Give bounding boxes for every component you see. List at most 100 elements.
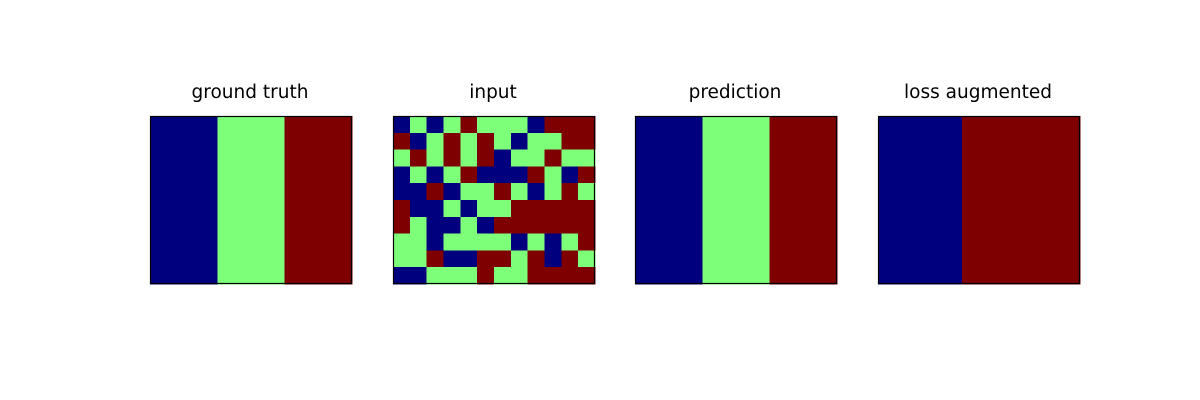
heatmap-cell <box>460 149 478 167</box>
heatmap-cell <box>803 149 821 167</box>
heatmap-cell <box>928 216 946 234</box>
heatmap-cell <box>443 216 461 234</box>
heatmap-cell <box>251 267 269 285</box>
heatmap-cell <box>1029 250 1047 268</box>
heatmap-cell <box>150 166 168 184</box>
heatmap-cell <box>409 149 428 167</box>
heatmap-cell <box>510 166 529 184</box>
heatmap-cell <box>267 233 286 251</box>
heatmap-cell <box>234 233 252 251</box>
heatmap-cell <box>150 116 168 134</box>
heatmap-cell <box>477 183 495 201</box>
heatmap-cell <box>443 132 461 150</box>
heatmap-cell <box>200 250 218 268</box>
heatmap-cell <box>234 250 252 268</box>
heatmap-cell <box>544 132 562 150</box>
heatmap-cell <box>318 267 336 285</box>
heatmap-cell <box>878 233 896 251</box>
heatmap-cell <box>301 183 319 201</box>
heatmap-cell <box>651 250 670 268</box>
heatmap-cell <box>1046 166 1064 184</box>
heatmap-cell <box>635 267 653 285</box>
heatmap-cell <box>443 183 461 201</box>
heatmap-loss-augmented <box>877 115 1081 285</box>
heatmap-cell <box>635 233 653 251</box>
heatmap-cell <box>736 216 754 234</box>
heatmap-cell <box>1012 149 1030 167</box>
heatmap-cell <box>234 166 252 184</box>
heatmap-cell <box>752 166 771 184</box>
heatmap-cell <box>1046 183 1064 201</box>
heatmap-cell <box>200 233 218 251</box>
heatmap-cell <box>544 216 562 234</box>
heatmap-cell <box>460 216 478 234</box>
heatmap-cell <box>166 116 185 134</box>
heatmap-cell <box>1063 250 1081 268</box>
heatmap-cell <box>335 267 353 285</box>
heatmap-cell <box>685 233 703 251</box>
heatmap-cell <box>510 233 529 251</box>
heatmap-cell <box>668 149 686 167</box>
heatmap-cell <box>894 250 913 268</box>
heatmap-cell <box>284 233 302 251</box>
heatmap-cell <box>1063 166 1081 184</box>
heatmap-cell <box>510 200 529 218</box>
heatmap-cell <box>702 233 720 251</box>
heatmap-cell <box>820 183 838 201</box>
heatmap-cell <box>426 250 444 268</box>
heatmap-cell <box>544 183 562 201</box>
heatmap-cell <box>928 233 946 251</box>
heatmap-cell <box>301 200 319 218</box>
heatmap-cell <box>945 250 963 268</box>
heatmap-cell <box>284 132 302 150</box>
heatmap-cell <box>335 200 353 218</box>
heatmap-cell <box>426 216 444 234</box>
heatmap-cell <box>561 166 579 184</box>
heatmap-cell <box>544 267 562 285</box>
heatmap-cell <box>150 250 168 268</box>
heatmap-ground-truth <box>149 115 353 285</box>
heatmap-cell <box>200 267 218 285</box>
heatmap-cell <box>1063 216 1081 234</box>
heatmap-cell <box>752 116 771 134</box>
heatmap-cell <box>578 166 596 184</box>
heatmap-cell <box>200 149 218 167</box>
heatmap-cell <box>561 149 579 167</box>
heatmap-cell <box>409 233 428 251</box>
heatmap-cell <box>1012 132 1030 150</box>
heatmap-cell <box>1029 183 1047 201</box>
heatmap-cell <box>820 233 838 251</box>
heatmap-cell <box>301 149 319 167</box>
heatmap-cell <box>426 116 444 134</box>
heatmap-cell <box>1029 149 1047 167</box>
heatmap-cell <box>1046 149 1064 167</box>
heatmap-cell <box>979 166 997 184</box>
heatmap-cell <box>668 116 686 134</box>
heatmap-cell <box>200 166 218 184</box>
heatmap-cell <box>962 267 980 285</box>
heatmap-cell <box>460 132 478 150</box>
heatmap-cell <box>527 250 545 268</box>
heatmap-cell <box>945 149 963 167</box>
heatmap-cell <box>719 149 737 167</box>
heatmap-cell <box>752 267 771 285</box>
heatmap-cell <box>894 183 913 201</box>
heatmap-cell <box>1046 233 1064 251</box>
heatmap-cell <box>183 183 201 201</box>
heatmap-cell <box>995 183 1014 201</box>
heatmap-cell <box>736 183 754 201</box>
heatmap-cell <box>752 250 771 268</box>
heatmap-cell <box>561 216 579 234</box>
heatmap-cell <box>685 267 703 285</box>
heatmap-cell <box>217 267 235 285</box>
heatmap-cell <box>251 233 269 251</box>
heatmap-cell <box>878 267 896 285</box>
heatmap-cell <box>578 132 596 150</box>
heatmap-cell <box>166 216 185 234</box>
heatmap-cell <box>443 149 461 167</box>
heatmap-cell <box>544 233 562 251</box>
heatmap-cell <box>150 216 168 234</box>
heatmap-cell <box>736 200 754 218</box>
heatmap-cell <box>335 233 353 251</box>
heatmap-cell <box>301 166 319 184</box>
